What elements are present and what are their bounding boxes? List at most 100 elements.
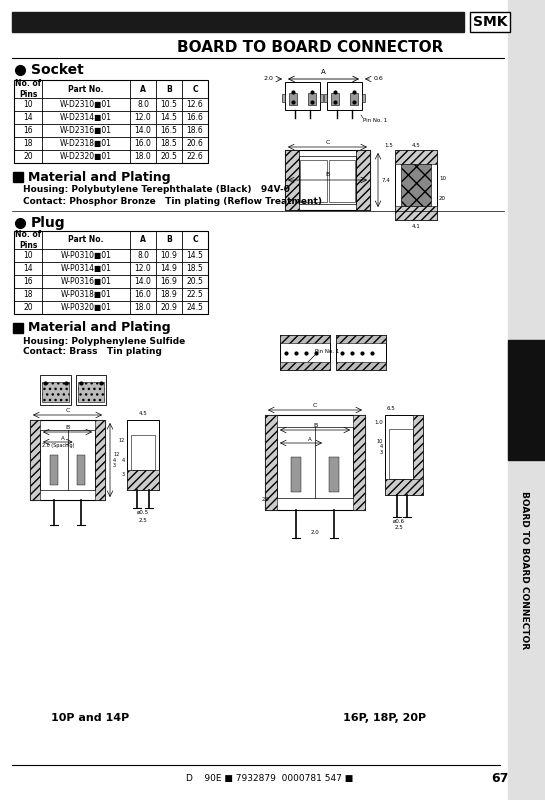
Bar [289,93,297,105]
Text: 18.6: 18.6 [186,126,203,135]
Text: W-D2310■01: W-D2310■01 [60,100,112,109]
Text: 8.0: 8.0 [137,100,149,109]
Bar [395,150,437,164]
Text: 10: 10 [23,100,33,109]
Text: 18: 18 [23,139,33,148]
Bar [127,470,159,490]
Bar [14,231,208,314]
Text: Part No.: Part No. [68,85,104,94]
Text: W-P0316■01: W-P0316■01 [60,277,111,286]
Text: 18.5: 18.5 [186,264,203,273]
Bar [336,362,386,370]
Text: Contact: Phosphor Bronze   Tin plating (Reflow Treatment): Contact: Phosphor Bronze Tin plating (Re… [23,197,322,206]
Bar [265,415,365,510]
Bar [12,12,464,32]
Text: Part No.: Part No. [68,235,104,245]
Text: A: A [140,85,146,94]
Bar [508,0,545,800]
Text: 18.5: 18.5 [161,139,177,148]
Text: 12.0: 12.0 [135,113,152,122]
Bar [291,457,301,492]
Text: 16: 16 [23,277,33,286]
Text: 10P and 14P: 10P and 14P [51,713,129,723]
Text: B: B [313,423,317,428]
Text: 2.5: 2.5 [395,525,403,530]
Bar [300,160,326,202]
Text: 10.9: 10.9 [161,251,178,260]
Bar [40,430,95,490]
Text: 4.1: 4.1 [411,224,420,229]
Text: 12.0: 12.0 [135,264,152,273]
Bar [336,335,386,343]
Text: 16P, 18P, 20P: 16P, 18P, 20P [343,713,427,723]
Bar [308,93,316,105]
Text: 4.5: 4.5 [411,143,420,148]
Text: 20: 20 [23,303,33,312]
Text: 1.0: 1.0 [374,421,383,426]
Text: No. of
Pins: No. of Pins [15,79,41,98]
Bar [285,150,370,210]
Text: 16.0: 16.0 [135,290,152,299]
Text: 16: 16 [23,126,33,135]
Bar [362,94,365,102]
Bar [401,164,431,206]
Text: W-D2314■01: W-D2314■01 [60,113,112,122]
Text: A: A [308,437,312,442]
Text: W-D2316■01: W-D2316■01 [60,126,112,135]
Text: Material and Plating: Material and Plating [28,322,171,334]
Bar [329,160,355,202]
Text: Material and Plating: Material and Plating [28,170,171,183]
Text: 24.5: 24.5 [186,303,203,312]
Text: B: B [65,425,70,430]
Text: ø0.6: ø0.6 [393,519,405,524]
Text: Housing: Polybutylene Terephthalate (Black)   94V-0: Housing: Polybutylene Terephthalate (Bla… [23,186,290,194]
Bar [282,94,285,102]
Text: C: C [192,85,198,94]
Text: 2.0: 2.0 [262,498,270,502]
Text: BOARD TO BOARD CONNECTOR: BOARD TO BOARD CONNECTOR [520,491,530,649]
Bar [353,415,365,510]
Text: A: A [321,69,326,75]
Text: BOARD TO BOARD CONNECTOR: BOARD TO BOARD CONNECTOR [177,41,443,55]
Bar [280,335,330,370]
Text: 2.5: 2.5 [138,518,147,523]
Bar [14,80,208,163]
Bar [277,427,353,498]
Bar [395,206,437,220]
Text: 18.0: 18.0 [135,152,152,161]
Text: 14: 14 [23,113,33,122]
Text: C: C [65,408,70,413]
Bar [127,420,159,490]
Bar [320,94,323,102]
Text: Pin No. 1: Pin No. 1 [315,349,339,354]
Text: W-P0320■01: W-P0320■01 [60,303,111,312]
Text: 8.0: 8.0 [137,251,149,260]
Bar [285,150,299,210]
Bar [50,455,58,485]
Text: 20: 20 [439,197,446,202]
Bar [299,156,356,204]
Text: 16.5: 16.5 [161,126,178,135]
Text: 10: 10 [23,251,33,260]
Bar [389,429,413,479]
Bar [95,420,105,500]
Text: C: C [313,403,317,408]
Text: 10
4
3: 10 4 3 [377,438,383,455]
Text: 18: 18 [23,290,33,299]
Bar [280,362,330,370]
Bar [327,82,362,110]
Text: A: A [60,436,64,441]
Text: W-D2318■01: W-D2318■01 [60,139,112,148]
Bar [413,415,423,495]
Text: Contact: Brass   Tin plating: Contact: Brass Tin plating [23,347,162,357]
Text: 18.9: 18.9 [161,290,177,299]
Bar [30,420,105,500]
Text: 2.0 (Spacing): 2.0 (Spacing) [42,443,75,448]
Text: W-P0310■01: W-P0310■01 [60,251,111,260]
Text: B: B [325,172,330,177]
Bar [42,382,69,402]
Text: 14.0: 14.0 [135,277,152,286]
Bar [350,93,358,105]
Text: 12.6: 12.6 [186,100,203,109]
Bar [385,479,423,495]
